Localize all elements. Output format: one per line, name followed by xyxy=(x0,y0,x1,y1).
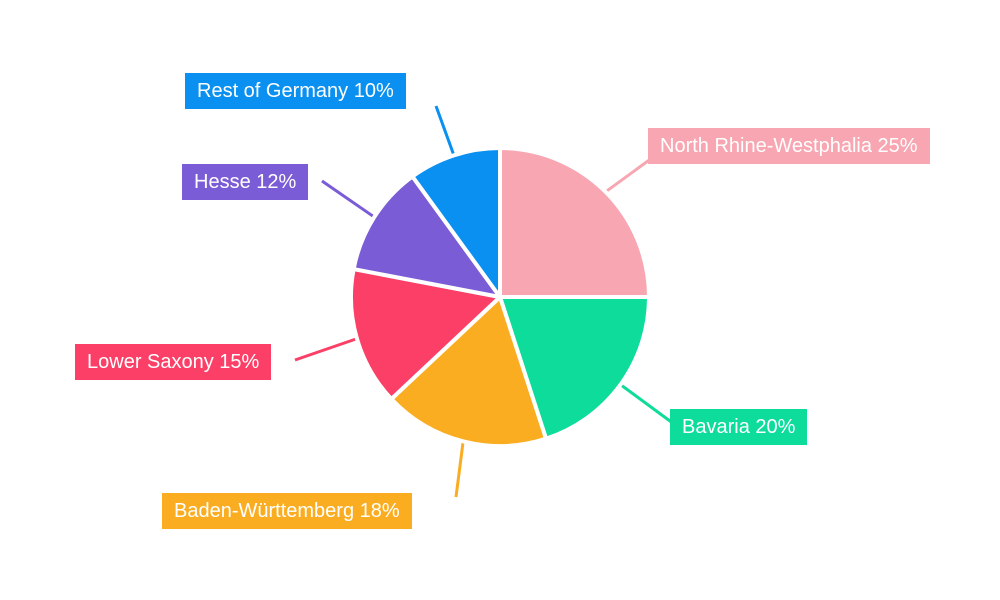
pie-slice-baden-w-rttemberg[interactable] xyxy=(389,295,549,448)
leader-line-north-rhine-westphalia xyxy=(603,156,653,195)
pie-slice-rest-of-germany[interactable] xyxy=(410,146,502,299)
leader-line-lower-saxony xyxy=(294,336,360,362)
pie-slice-north-rhine-westphalia[interactable] xyxy=(498,146,651,299)
pie-label-north-rhine-westphalia: North Rhine-Westphalia 25% xyxy=(648,128,930,164)
pie-label-rest-of-germany: Rest of Germany 10% xyxy=(185,73,406,109)
pie-slice-lower-saxony[interactable] xyxy=(349,267,502,401)
pie-slice-bavaria[interactable] xyxy=(498,295,651,441)
leader-line-bavaria xyxy=(618,382,675,426)
pie-label-bavaria: Bavaria 20% xyxy=(670,409,808,445)
leader-line-rest-of-germany xyxy=(434,105,457,158)
leader-line-baden-w-rttemberg xyxy=(454,439,465,498)
pie-label-hesse: Hesse 12% xyxy=(182,164,309,200)
leader-line-hesse xyxy=(321,179,377,220)
pie-label-baden-w-rttemberg: Baden-Württemberg 18% xyxy=(162,493,412,529)
pie-slice-hesse[interactable] xyxy=(351,174,502,299)
pie-label-lower-saxony: Lower Saxony 15% xyxy=(75,344,272,380)
